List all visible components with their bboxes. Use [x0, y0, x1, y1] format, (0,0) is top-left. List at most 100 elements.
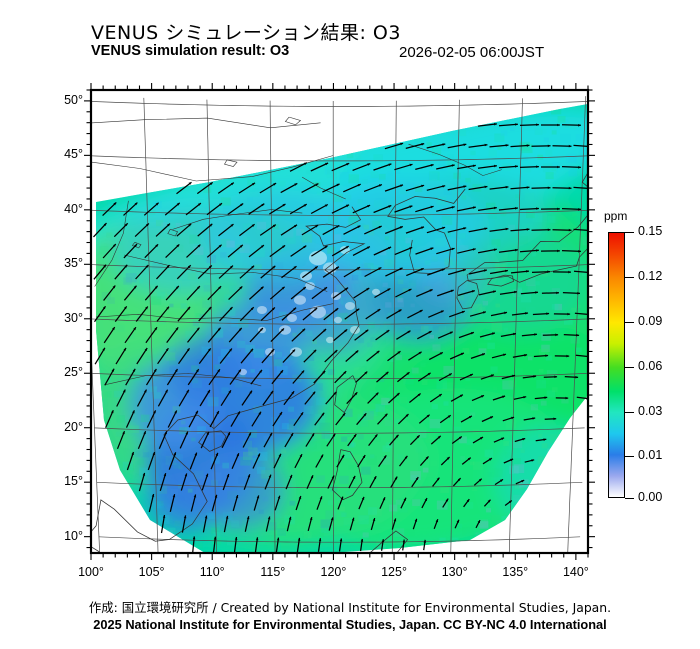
- wind-vector: [391, 518, 397, 530]
- wind-vector: [155, 223, 171, 237]
- wind-vector: [489, 144, 509, 148]
- wind-vector: [447, 185, 467, 191]
- wind-vector: [323, 307, 339, 321]
- wind-vector: [345, 350, 359, 362]
- wind-vector: [364, 266, 382, 278]
- wind-vector: [317, 538, 322, 552]
- wind-vector: [514, 437, 526, 443]
- wind-vector: [280, 182, 298, 194]
- wind-vector: [417, 372, 431, 382]
- wind-vector: [181, 515, 187, 533]
- wind-vector: [303, 349, 317, 363]
- wind-vector: [426, 268, 446, 276]
- wind-vector: [417, 330, 432, 340]
- wind-vector: [384, 225, 404, 235]
- wind-vector: [325, 391, 337, 405]
- colorbar-tick-mark: [625, 277, 634, 279]
- wind-vector: [397, 371, 410, 383]
- wind-vector: [555, 396, 569, 400]
- wind-vector: [248, 286, 264, 300]
- wind-vector: [192, 536, 196, 553]
- y-axis-tick-label: 25°: [64, 365, 83, 380]
- wind-vector: [135, 306, 149, 322]
- wind-vector: [470, 353, 486, 359]
- wind-vector: [409, 434, 421, 446]
- wind-vector: [252, 453, 261, 469]
- wind-vector: [253, 495, 260, 511]
- wind-vector: [366, 350, 380, 362]
- wind-vector: [400, 497, 407, 509]
- wind-vector: [306, 474, 314, 490]
- wind-vector: [411, 476, 419, 488]
- wind-vector: [328, 517, 334, 531]
- wind-vector: [259, 224, 277, 236]
- wind-vector: [259, 182, 277, 194]
- wind-vector: [554, 354, 570, 358]
- wind-vector: [390, 476, 398, 488]
- wind-vector: [384, 184, 404, 192]
- wind-vector: [307, 516, 313, 532]
- colorbar-tick-mark: [625, 232, 634, 234]
- wind-vector: [437, 331, 454, 339]
- wind-vector: [206, 244, 223, 258]
- wind-vector: [158, 431, 168, 449]
- wind-vector: [448, 310, 466, 318]
- wind-vector: [553, 312, 571, 316]
- wind-vector: [472, 436, 484, 444]
- wind-vector: [326, 433, 336, 447]
- wind-vector: [290, 245, 307, 257]
- wind-vector: [103, 285, 116, 301]
- wind-vector: [269, 203, 286, 215]
- wind-vector: [198, 348, 212, 364]
- wind-vector: [396, 330, 411, 340]
- wind-vector: [282, 349, 296, 363]
- wind-vector: [450, 394, 464, 402]
- wind-vector: [418, 414, 431, 424]
- wind-vector: [510, 186, 530, 190]
- wind-vector: [493, 437, 505, 443]
- wind-vector: [232, 494, 239, 512]
- x-axis-tick-label: 110°: [199, 565, 225, 579]
- wind-vector: [123, 285, 137, 301]
- wind-vector: [352, 246, 371, 256]
- wind-vector: [436, 289, 454, 297]
- wind-vector: [515, 479, 525, 485]
- wind-vector: [210, 452, 219, 470]
- wind-vector: [491, 353, 507, 359]
- wind-vector: [432, 477, 440, 487]
- wind-vector: [456, 164, 476, 170]
- wind-vector: [189, 452, 198, 470]
- wind-vector: [315, 454, 324, 468]
- wind-vector: [94, 347, 106, 365]
- wind-vector: [367, 392, 379, 404]
- wind-vector: [302, 307, 318, 321]
- wind-vector: [338, 538, 343, 552]
- wind-vector: [561, 249, 581, 253]
- x-axis-tick-label: 105°: [138, 565, 165, 579]
- wind-vector: [544, 417, 557, 421]
- wind-vector: [412, 518, 418, 530]
- wind-vector: [263, 432, 273, 448]
- wind-vector: [475, 519, 481, 529]
- wind-vector: [477, 248, 497, 254]
- wind-vector: [230, 411, 241, 427]
- wind-vector: [314, 412, 325, 426]
- wind-vector: [460, 415, 473, 423]
- wind-vector: [436, 206, 455, 212]
- wind-vector: [144, 243, 159, 259]
- wind-vector: [305, 433, 315, 447]
- wind-vector: [473, 478, 483, 486]
- wind-vector: [165, 243, 180, 259]
- wind-vector: [416, 288, 433, 298]
- wind-vector: [533, 354, 549, 358]
- chart-title-english: VENUS simulation result: O3: [91, 43, 290, 59]
- wind-vector: [426, 226, 446, 234]
- wind-vector: [377, 413, 388, 425]
- wind-vector: [494, 478, 504, 486]
- wind-vector: [512, 354, 528, 358]
- y-axis-tick-label: 45°: [64, 147, 83, 162]
- wind-vector: [197, 264, 213, 280]
- wind-vector: [406, 267, 424, 277]
- wind-vector: [116, 389, 126, 407]
